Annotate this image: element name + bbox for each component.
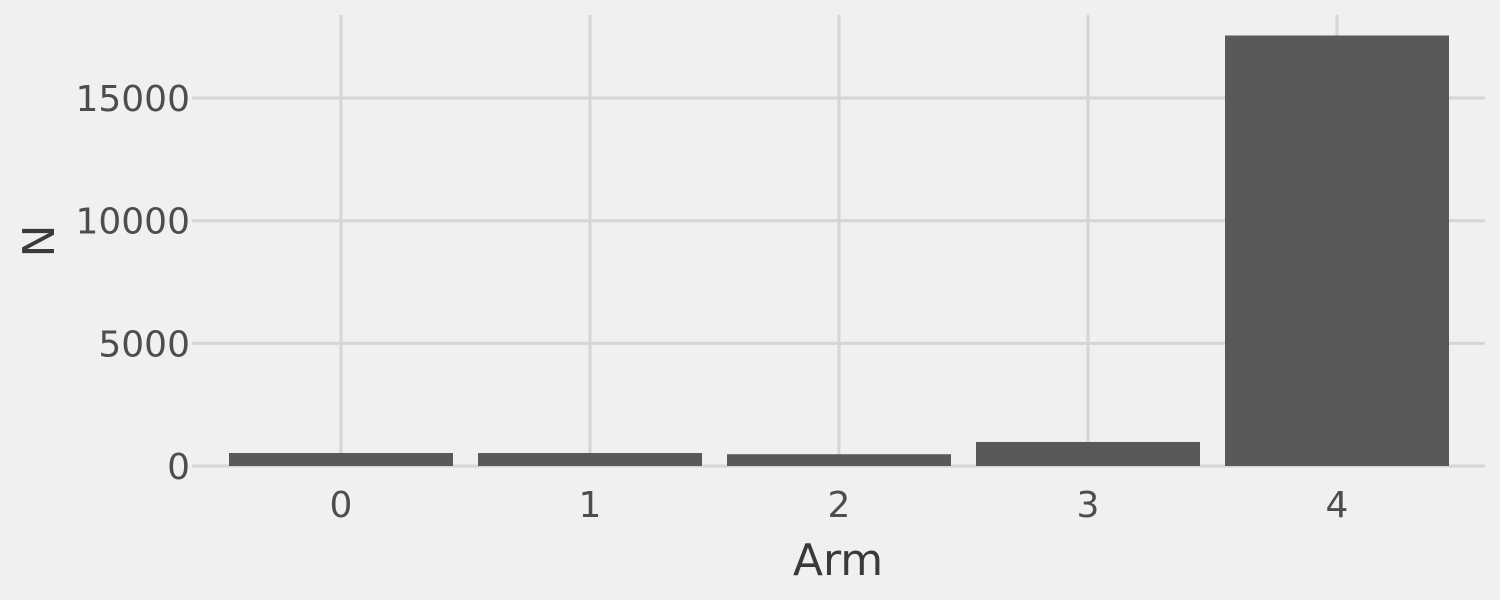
- y-tick-label-10000: 10000: [75, 202, 190, 243]
- bar-1: [478, 452, 702, 466]
- bar-layer: [229, 35, 1449, 466]
- bar-2: [727, 454, 951, 466]
- x-tick-label-3: 3: [1077, 485, 1100, 526]
- y-tick-label-5000: 5000: [98, 324, 190, 365]
- x-axis-title: Arm: [793, 535, 883, 586]
- x-tick-label-0: 0: [330, 485, 353, 526]
- tick-label-layer: 0 5000 10000 15000 0 1 2 3 4: [75, 79, 1348, 526]
- bar-4: [1225, 35, 1449, 466]
- bar-3: [976, 441, 1200, 466]
- x-tick-label-4: 4: [1326, 485, 1349, 526]
- y-tick-label-15000: 15000: [75, 79, 190, 120]
- y-axis-title: N: [14, 225, 65, 258]
- y-tick-label-0: 0: [167, 447, 190, 488]
- x-tick-label-1: 1: [579, 485, 602, 526]
- bar-0: [229, 452, 453, 466]
- x-tick-label-2: 2: [828, 485, 851, 526]
